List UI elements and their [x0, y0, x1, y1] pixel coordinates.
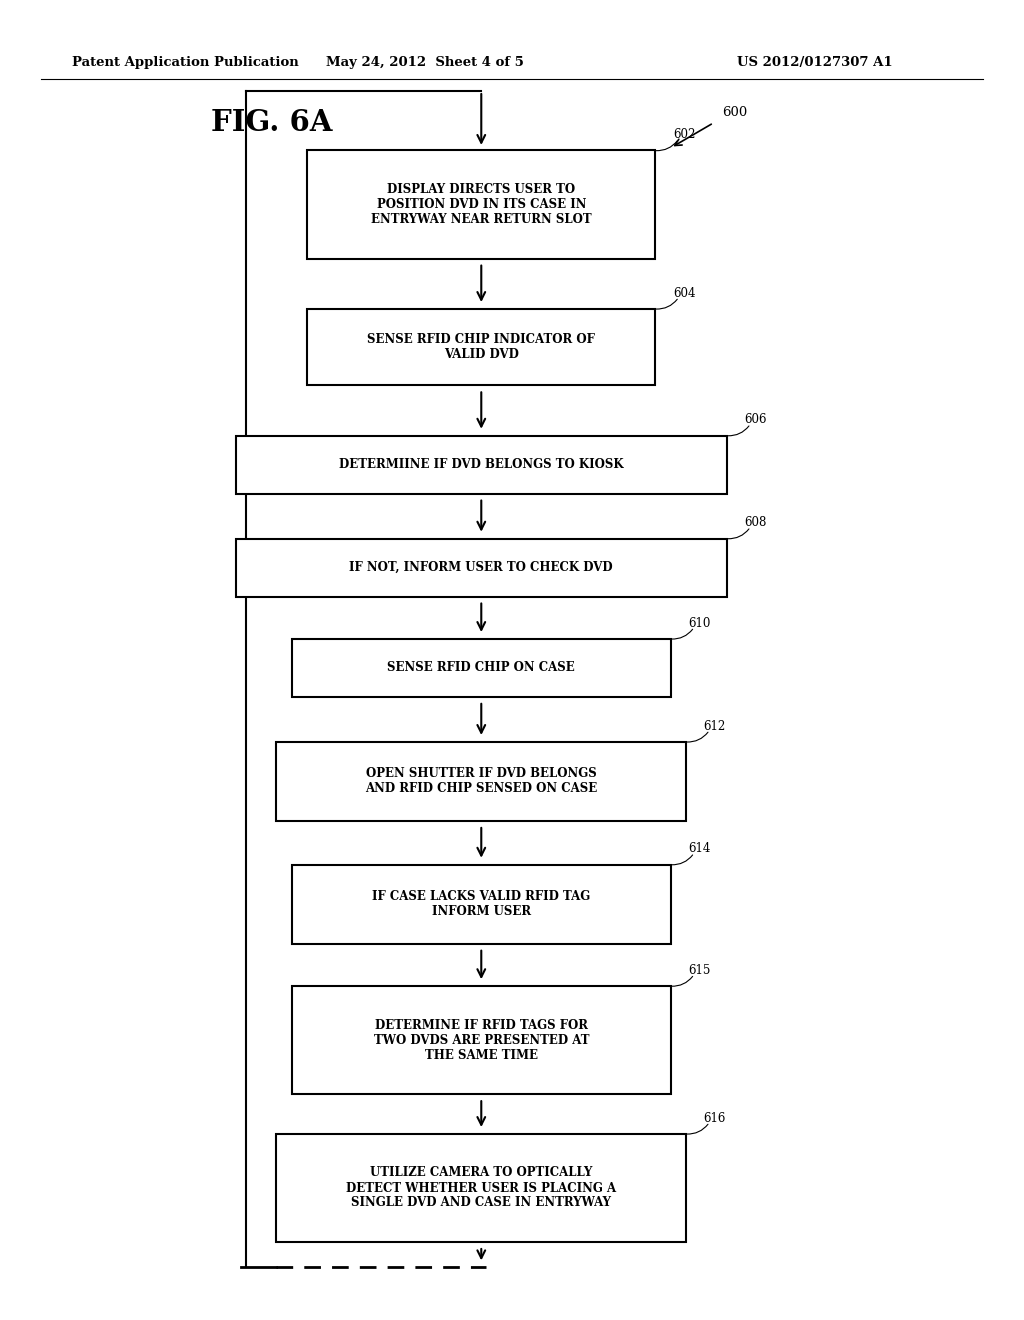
Text: DETERMINE IF RFID TAGS FOR
TWO DVDS ARE PRESENTED AT
THE SAME TIME: DETERMINE IF RFID TAGS FOR TWO DVDS ARE … [374, 1019, 589, 1061]
Text: 608: 608 [744, 516, 767, 529]
FancyBboxPatch shape [276, 742, 686, 821]
Text: 614: 614 [688, 842, 711, 855]
FancyBboxPatch shape [236, 436, 727, 494]
Text: UTILIZE CAMERA TO OPTICALLY
DETECT WHETHER USER IS PLACING A
SINGLE DVD AND CASE: UTILIZE CAMERA TO OPTICALLY DETECT WHETH… [346, 1167, 616, 1209]
Text: IF CASE LACKS VALID RFID TAG
INFORM USER: IF CASE LACKS VALID RFID TAG INFORM USER [372, 890, 591, 919]
Text: US 2012/0127307 A1: US 2012/0127307 A1 [737, 55, 893, 69]
Text: May 24, 2012  Sheet 4 of 5: May 24, 2012 Sheet 4 of 5 [326, 55, 524, 69]
Text: DISPLAY DIRECTS USER TO
POSITION DVD IN ITS CASE IN
ENTRYWAY NEAR RETURN SLOT: DISPLAY DIRECTS USER TO POSITION DVD IN … [371, 183, 592, 226]
Text: 606: 606 [744, 413, 767, 426]
Text: DETERMIINE IF DVD BELONGS TO KIOSK: DETERMIINE IF DVD BELONGS TO KIOSK [339, 458, 624, 471]
Text: FIG. 6A: FIG. 6A [211, 108, 332, 137]
Text: Patent Application Publication: Patent Application Publication [72, 55, 298, 69]
Text: 604: 604 [673, 286, 695, 300]
Text: IF NOT, INFORM USER TO CHECK DVD: IF NOT, INFORM USER TO CHECK DVD [349, 561, 613, 574]
Text: SENSE RFID CHIP INDICATOR OF
VALID DVD: SENSE RFID CHIP INDICATOR OF VALID DVD [368, 333, 595, 362]
Text: 610: 610 [688, 616, 711, 630]
Text: 615: 615 [688, 964, 711, 977]
FancyBboxPatch shape [276, 1134, 686, 1242]
Text: OPEN SHUTTER IF DVD BELONGS
AND RFID CHIP SENSED ON CASE: OPEN SHUTTER IF DVD BELONGS AND RFID CHI… [366, 767, 597, 796]
FancyBboxPatch shape [307, 309, 655, 385]
Text: 616: 616 [703, 1111, 726, 1125]
FancyBboxPatch shape [292, 639, 671, 697]
Text: SENSE RFID CHIP ON CASE: SENSE RFID CHIP ON CASE [387, 661, 575, 675]
Text: 600: 600 [722, 106, 748, 119]
FancyBboxPatch shape [307, 150, 655, 259]
FancyBboxPatch shape [292, 986, 671, 1094]
FancyBboxPatch shape [236, 539, 727, 597]
Text: 602: 602 [673, 128, 695, 141]
FancyBboxPatch shape [292, 865, 671, 944]
Text: 612: 612 [703, 719, 726, 733]
